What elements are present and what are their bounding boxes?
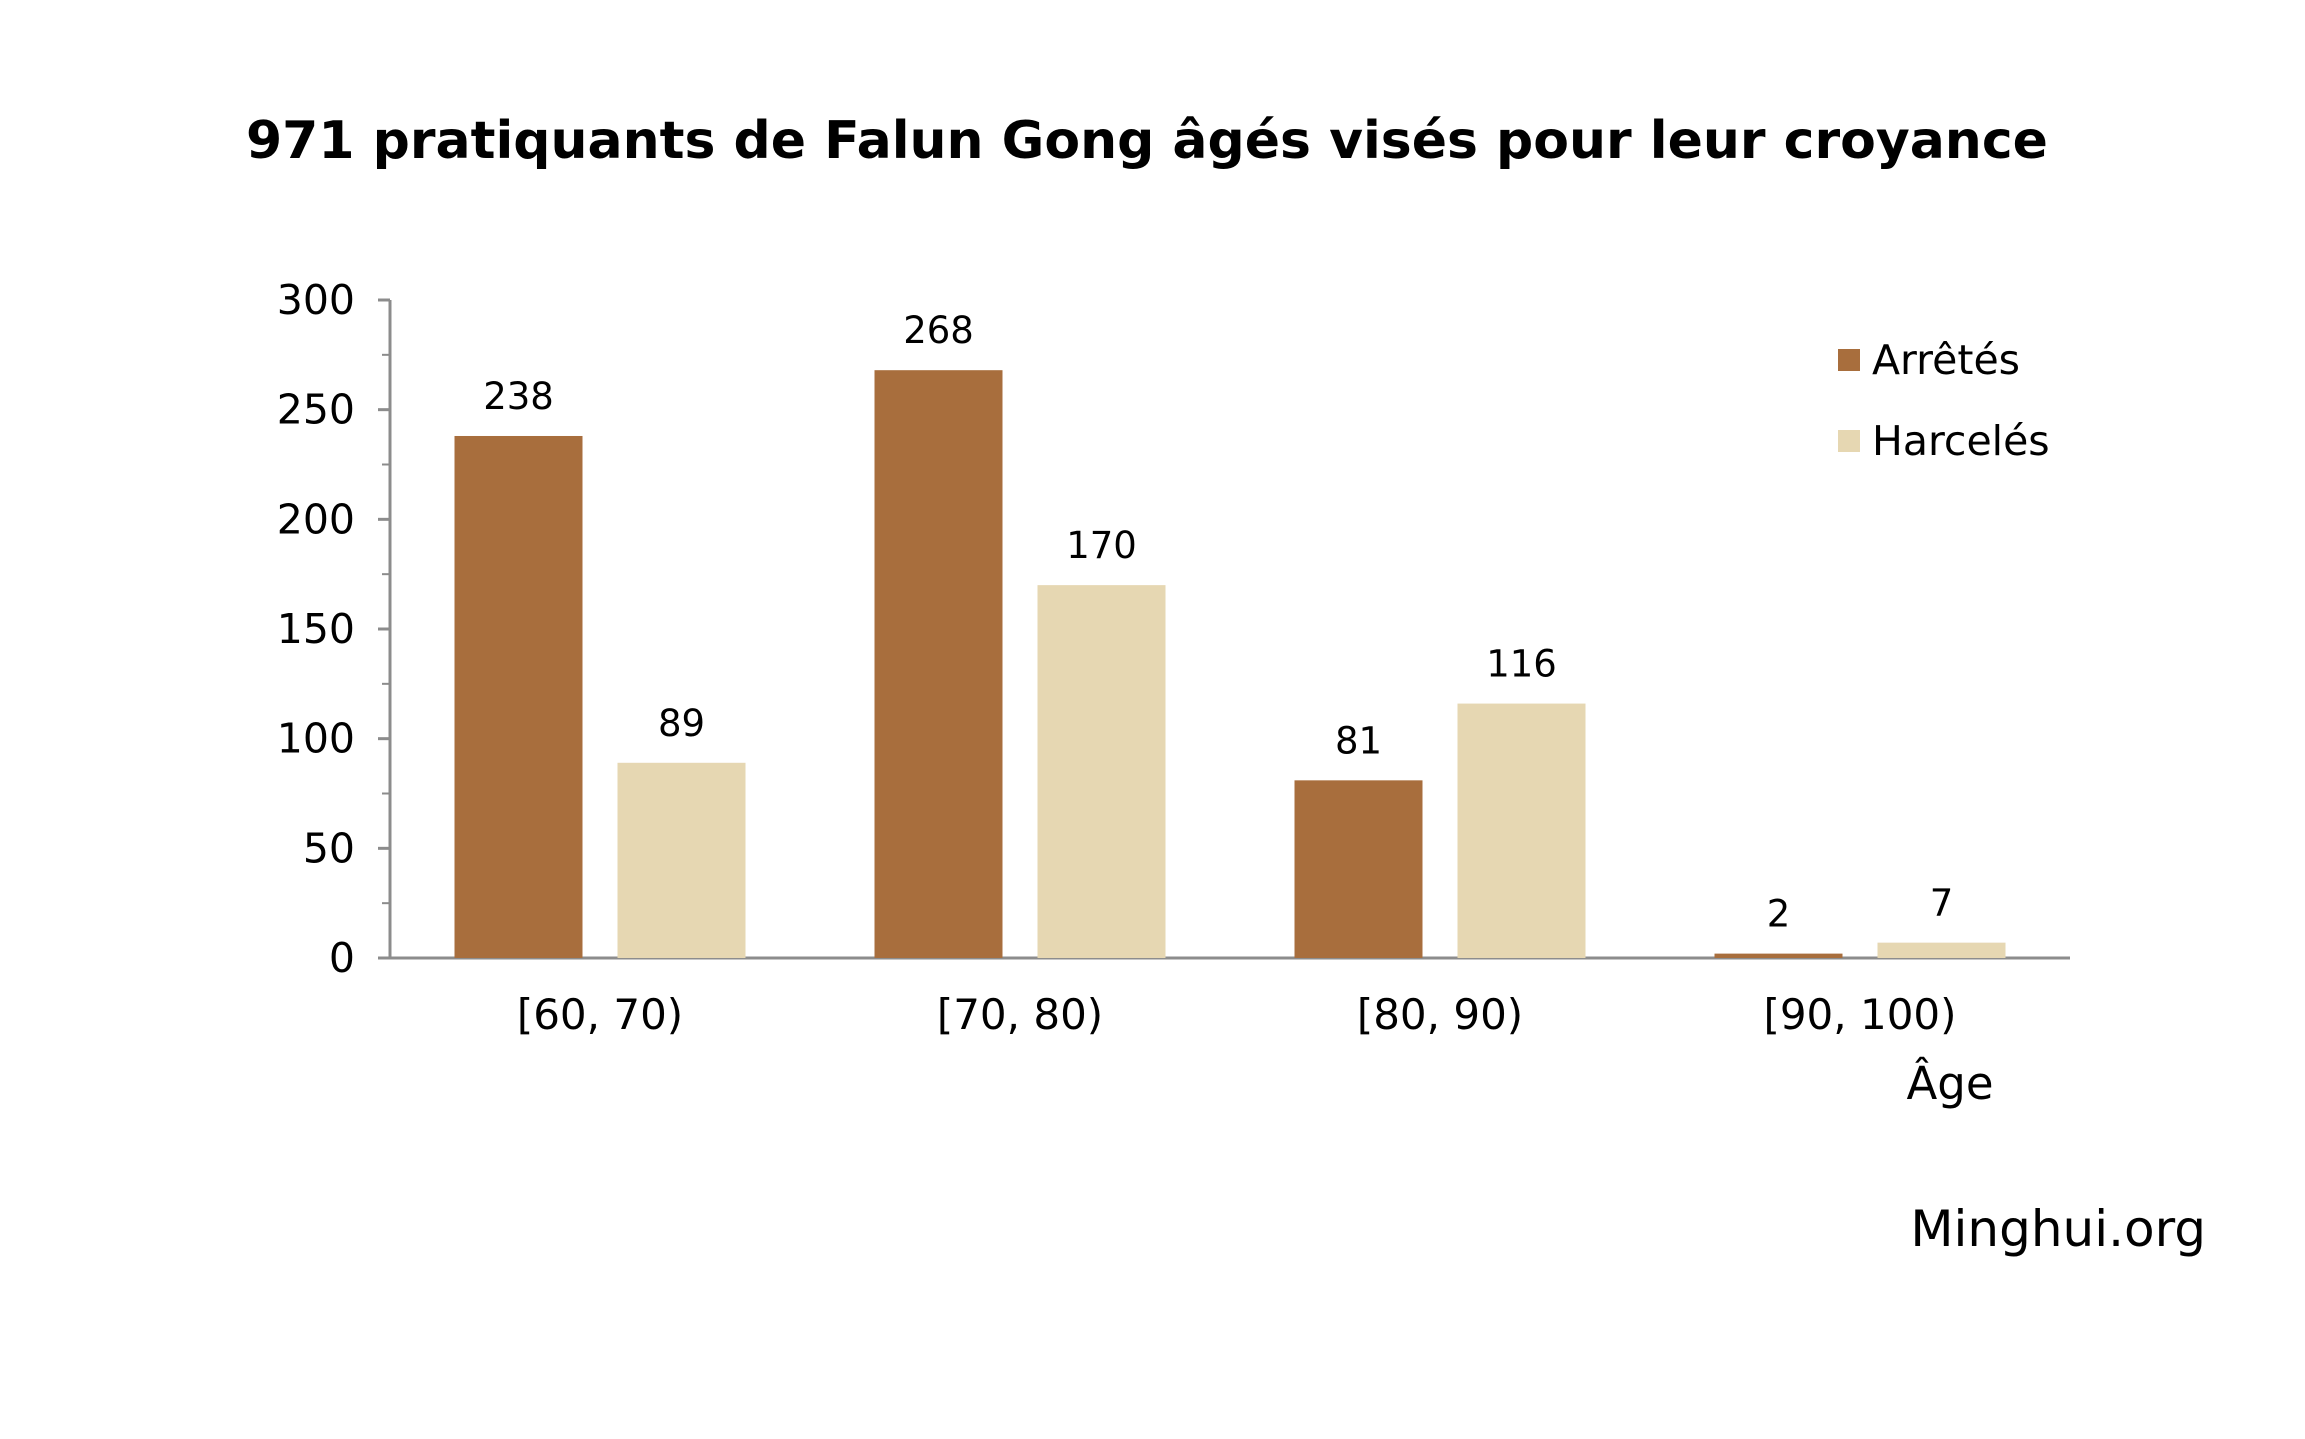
bar [1037, 585, 1166, 958]
legend-swatch [1838, 349, 1860, 371]
bar [1294, 780, 1423, 958]
data-label: 238 [483, 375, 554, 418]
bar [1877, 942, 2006, 958]
data-label: 170 [1066, 524, 1137, 567]
data-label: 116 [1486, 643, 1557, 686]
data-label: 268 [903, 309, 974, 352]
y-tick-label: 250 [277, 386, 355, 434]
bar [874, 370, 1003, 959]
bar [1714, 953, 1843, 958]
x-tick-label: [70, 80) [937, 990, 1103, 1039]
chart-title: 971 pratiquants de Falun Gong âgés visés… [246, 111, 2048, 171]
data-label: 2 [1767, 893, 1791, 936]
y-tick-label: 100 [277, 715, 355, 763]
y-tick-label: 300 [277, 276, 355, 324]
legend-label: Arrêtés [1872, 336, 2020, 384]
y-tick-label: 150 [277, 605, 355, 653]
data-label: 7 [1930, 882, 1954, 925]
x-tick-label: [60, 70) [517, 990, 683, 1039]
legend-label: Harcelés [1872, 417, 2050, 465]
y-tick-label: 50 [303, 824, 355, 872]
bars [454, 370, 2006, 959]
x-axis-title: Âge [1906, 1057, 1993, 1110]
bar [617, 762, 746, 958]
y-axis: 0 50 100 150 200 250 300 [277, 276, 392, 982]
legend-swatch [1838, 430, 1860, 452]
data-label: 81 [1335, 719, 1382, 762]
value-labels: 238 89 268 170 81 116 2 7 [483, 309, 1953, 935]
source-credit: Minghui.org [1910, 1200, 2206, 1258]
y-tick-label: 0 [329, 934, 355, 982]
data-label: 89 [658, 702, 705, 745]
bar [454, 435, 583, 958]
bar [1457, 703, 1586, 958]
category-labels: [60, 70) [70, 80) [80, 90) [90, 100) [517, 990, 1957, 1039]
y-tick-label: 200 [277, 495, 355, 543]
x-tick-label: [90, 100) [1763, 990, 1956, 1039]
x-tick-label: [80, 90) [1357, 990, 1523, 1039]
legend: Arrêtés Harcelés [1838, 336, 2050, 465]
